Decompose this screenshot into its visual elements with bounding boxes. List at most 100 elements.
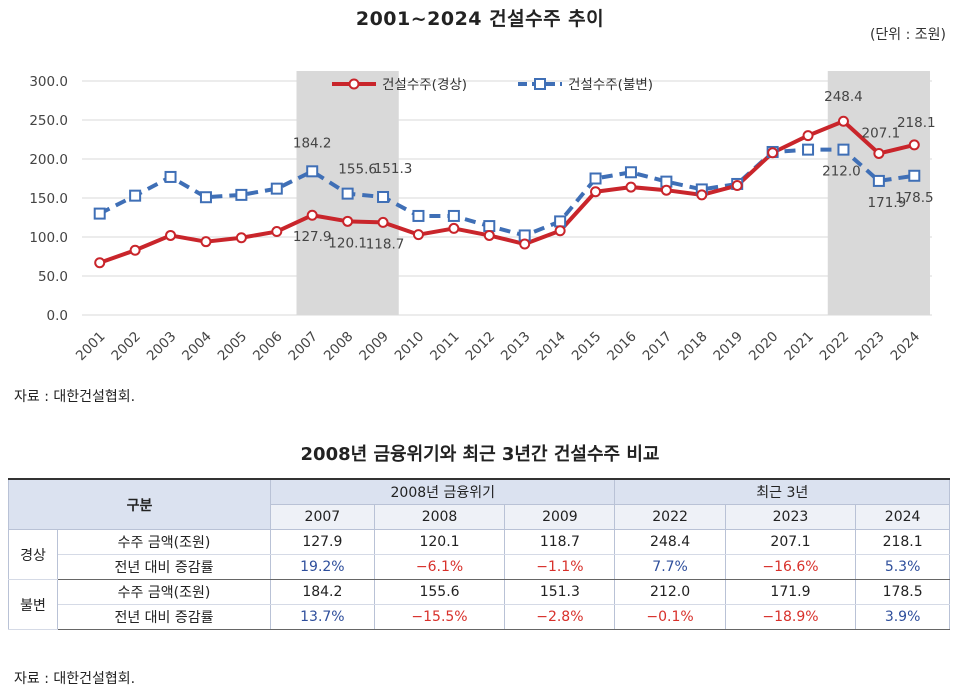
data-label: 127.9: [293, 229, 332, 245]
header-group-recent: 최근 3년: [614, 478, 950, 505]
table-cell: −0.1%: [614, 604, 726, 630]
data-label: 178.5: [895, 190, 934, 206]
data-point-nominal: [235, 232, 247, 244]
table-row: 전년 대비 증감률 13.7% −15.5% −2.8% −0.1% −18.9…: [9, 604, 950, 630]
x-tick-label: 2012: [463, 329, 499, 365]
data-point-nominal: [448, 222, 460, 234]
table-cell: 118.7: [504, 529, 616, 555]
table-cell: 212.0: [614, 579, 726, 605]
x-tick-label: 2015: [569, 329, 605, 365]
table-cell: 5.3%: [855, 554, 950, 580]
x-tick-label: 2003: [144, 329, 180, 365]
x-tick-label: 2011: [427, 329, 463, 365]
table-cell: 7.7%: [614, 554, 726, 580]
table-cell: 178.5: [855, 579, 950, 605]
x-tick-label: 2008: [321, 329, 357, 365]
data-point-constant: [341, 187, 354, 200]
table-cell: 207.1: [724, 529, 857, 555]
data-point-nominal: [625, 181, 637, 193]
y-tick-label: 0.0: [47, 308, 68, 324]
table-cell: 184.2: [270, 579, 375, 605]
chart-source: 자료 : 대한건설협회.: [14, 389, 136, 405]
data-label: 171.9: [868, 195, 907, 211]
header-year: 2008: [373, 504, 506, 530]
data-point-constant: [624, 166, 637, 179]
data-point-nominal: [165, 229, 177, 241]
data-point-nominal: [94, 257, 106, 269]
table-cell: 151.3: [504, 579, 616, 605]
metric-label: 수주 금액(조원): [57, 529, 271, 555]
x-tick-label: 2020: [746, 329, 782, 365]
table-cell: 127.9: [270, 529, 375, 555]
table-cell: 120.1: [373, 529, 506, 555]
x-tick-label: 2023: [852, 329, 888, 365]
y-tick-label: 300.0: [29, 74, 68, 90]
data-label: 218.1: [897, 115, 936, 131]
data-point-nominal: [200, 236, 212, 248]
header-group-crisis: 2008년 금융위기: [269, 478, 616, 505]
data-point-constant: [589, 172, 602, 185]
data-point-constant: [93, 207, 106, 220]
y-tick-label: 250.0: [29, 113, 68, 129]
data-label: 184.2: [293, 135, 332, 151]
table-row: 경상 수주 금액(조원) 127.9 120.1 118.7 248.4 207…: [8, 529, 950, 580]
line-chart: 0.0 50.0 100.0 150.0 200.0 250.0 300.0 2001 2002…: [29, 71, 936, 365]
data-point-nominal: [342, 215, 354, 227]
data-point-nominal: [873, 147, 885, 159]
legend-label-constant: 건설수주(불변): [568, 77, 653, 93]
data-point-nominal: [660, 184, 672, 196]
metric-label: 전년 대비 증감률: [57, 554, 271, 580]
table-cell: 3.9%: [855, 604, 950, 630]
legend-label-nominal: 건설수주(경상): [382, 77, 467, 93]
header-year: 2007: [270, 504, 375, 530]
data-point-constant: [483, 220, 496, 233]
data-point-constant: [377, 190, 390, 203]
data-point-constant: [447, 209, 460, 222]
table-source: 자료 : 대한건설협회.: [14, 671, 136, 687]
highlight-band: [827, 71, 930, 315]
data-point-constant: [802, 143, 815, 156]
table-cell: −2.8%: [504, 604, 616, 630]
header-year: 2023: [724, 504, 857, 530]
table-cell: 248.4: [614, 529, 726, 555]
table-cell: 19.2%: [270, 554, 375, 580]
x-tick-label: 2005: [215, 329, 251, 365]
series-line-constant: [98, 147, 915, 238]
x-tick-label: 2016: [604, 329, 640, 365]
x-tick-label: 2004: [179, 329, 215, 365]
data-label: 207.1: [862, 125, 901, 141]
table-cell: −1.1%: [504, 554, 616, 580]
data-point-nominal: [271, 226, 283, 238]
data-point-constant: [908, 169, 921, 182]
data-point-constant: [164, 170, 177, 183]
row-group-label: 불변: [8, 579, 58, 630]
table-cell: 155.6: [373, 579, 506, 605]
series-line-nominal: [99, 119, 915, 265]
table-title: 2008년 금융위기와 최근 3년간 건설수주 비교: [300, 444, 660, 465]
x-tick-label: 2021: [781, 329, 817, 365]
chart-title: 2001~2024 건설수주 추이: [355, 8, 605, 30]
data-label: 212.0: [822, 164, 861, 180]
data-point-constant: [199, 191, 212, 204]
metric-label: 전년 대비 증감률: [57, 604, 271, 630]
data-point-nominal: [483, 229, 495, 241]
data-label: 151.3: [374, 161, 413, 177]
data-point-constant: [270, 182, 283, 195]
table-cell: 218.1: [855, 529, 950, 555]
unit-label: (단위 : 조원): [869, 27, 946, 43]
x-tick-label: 2024: [888, 329, 924, 365]
x-tick-label: 2022: [817, 329, 853, 365]
table-row: 전년 대비 증감률 19.2% −6.1% −1.1% 7.7% −16.6% …: [9, 554, 950, 580]
table-cell: 13.7%: [270, 604, 375, 630]
data-label: 155.6: [338, 162, 377, 178]
x-tick-label: 2010: [392, 329, 428, 365]
data-point-constant: [837, 143, 850, 156]
data-point-constant: [872, 174, 885, 187]
data-point-constant: [235, 188, 248, 201]
header-year: 2024: [855, 504, 950, 530]
data-point-constant: [554, 215, 567, 228]
legend-marker-constant: [534, 78, 546, 90]
metric-label: 수주 금액(조원): [57, 579, 271, 605]
y-tick-label: 100.0: [29, 230, 68, 246]
header-year: 2022: [614, 504, 726, 530]
